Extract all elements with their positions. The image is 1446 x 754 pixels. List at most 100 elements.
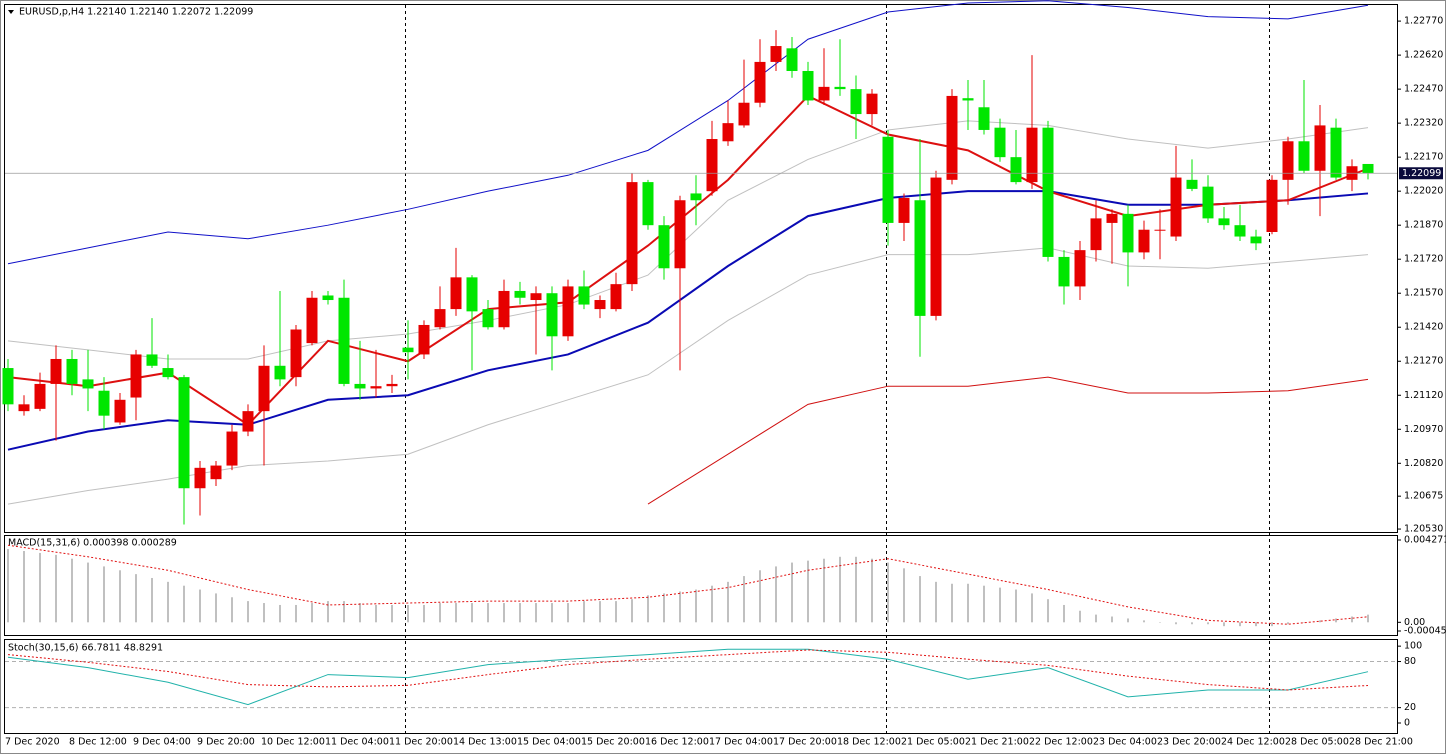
- macd-bar: [727, 581, 729, 623]
- candle-body: [306, 297, 318, 344]
- candle-body: [226, 431, 238, 466]
- macd-bar: [87, 562, 89, 623]
- y-tick-label: 1.21720: [1404, 254, 1443, 265]
- candle-body: [178, 377, 190, 489]
- x-tick-label: 15 Dec 20:00: [581, 737, 645, 748]
- indicator-line: [7, 649, 1369, 691]
- candle-body: [210, 465, 222, 480]
- macd-bar: [23, 551, 25, 623]
- candle-body: [2, 368, 14, 405]
- x-tick-label: 11 Dec 04:00: [325, 737, 389, 748]
- macd-bar: [439, 603, 441, 623]
- candle-body: [562, 286, 574, 337]
- candle-body: [338, 297, 350, 384]
- candle-body: [706, 139, 718, 192]
- candle-body: [34, 383, 46, 409]
- candle-body: [1010, 157, 1022, 183]
- candle-body: [1218, 218, 1230, 226]
- macd-bar: [1047, 599, 1049, 623]
- candle-body: [450, 277, 462, 310]
- macd-bar: [1319, 620, 1321, 623]
- candle-body: [1074, 250, 1086, 287]
- macd-bar: [1063, 604, 1065, 623]
- candle-body: [1090, 218, 1102, 251]
- macd-bar: [375, 604, 377, 623]
- candle-body: [882, 136, 894, 223]
- macd-bar: [279, 604, 281, 623]
- y-tick-label: 100: [1404, 641, 1422, 652]
- macd-bar: [311, 603, 313, 623]
- x-tick-label: 14 Dec 13:00: [453, 737, 517, 748]
- indicator-line: [7, 648, 1369, 706]
- candle-body: [1106, 213, 1118, 223]
- macd-bar: [551, 603, 553, 623]
- candle-body: [1234, 225, 1246, 237]
- current-price-label: 1.22099: [1402, 168, 1441, 179]
- candle-body: [146, 354, 158, 366]
- macd-bar: [711, 585, 713, 623]
- candle-body: [386, 383, 398, 387]
- candle-body: [114, 399, 126, 423]
- candle-body: [1314, 125, 1326, 171]
- candle-body: [1170, 177, 1182, 237]
- candle-body: [162, 368, 174, 378]
- y-tick-label: 0: [1404, 718, 1410, 729]
- candle-body: [1186, 179, 1198, 189]
- candle-body: [770, 46, 782, 62]
- macd-bar: [471, 603, 473, 623]
- candle-body: [962, 98, 974, 101]
- macd-bar: [1335, 618, 1337, 623]
- candle-body: [658, 225, 670, 269]
- candle-body: [1042, 127, 1054, 257]
- x-tick-label: 10 Dec 12:00: [261, 737, 325, 748]
- candle-body: [322, 295, 334, 301]
- macd-bar: [487, 603, 489, 623]
- macd-bar: [663, 593, 665, 623]
- candle-body: [530, 293, 542, 301]
- candle-body: [1330, 127, 1342, 178]
- macd-bar: [1095, 614, 1097, 623]
- macd-bar: [823, 558, 825, 623]
- menu-arrow[interactable]: [8, 10, 14, 14]
- candle-body: [1250, 236, 1262, 244]
- y-tick-label: 0.00: [1404, 617, 1425, 628]
- macd-bar: [1287, 622, 1289, 625]
- x-tick-label: 17 Dec 04:00: [709, 737, 773, 748]
- macd-bar: [1015, 589, 1017, 623]
- macd-bar: [1351, 616, 1353, 623]
- indicator-line: [7, 247, 1369, 505]
- candle-body: [242, 411, 254, 432]
- macd-bar: [199, 589, 201, 623]
- macd-bar: [71, 558, 73, 623]
- y-tick-label: 1.22020: [1404, 186, 1443, 197]
- candle-body: [834, 86, 846, 90]
- current-price-box: [1399, 167, 1443, 180]
- candle-body: [866, 93, 878, 115]
- macd-bar: [1143, 620, 1145, 623]
- macd-bar: [1207, 622, 1209, 625]
- macd-bar: [1159, 622, 1161, 623]
- macd-bar: [39, 552, 41, 623]
- y-tick-label: 1.22620: [1404, 50, 1443, 61]
- macd-bar: [503, 603, 505, 623]
- candle-body: [130, 354, 142, 398]
- x-tick-label: 9 Dec 20:00: [197, 737, 255, 748]
- macd-bar: [631, 599, 633, 623]
- candle-body: [690, 193, 702, 201]
- candle-body: [786, 48, 798, 71]
- macd-bar: [327, 601, 329, 623]
- stoch-panel: [4, 639, 1398, 734]
- candle-body: [18, 404, 30, 412]
- macd-bar: [263, 603, 265, 623]
- macd-bar: [903, 568, 905, 623]
- x-tick-label: 17 Dec 20:00: [773, 737, 837, 748]
- candle-body: [482, 309, 494, 328]
- macd-panel: [4, 535, 1398, 636]
- indicator-line: [7, 0, 1369, 265]
- candle-body: [930, 177, 942, 316]
- y-tick-label: 1.22320: [1404, 118, 1443, 129]
- chart-title: EURUSD,p,H4 1.22140 1.22140 1.22072 1.22…: [19, 7, 253, 18]
- period-separators: [405, 5, 1270, 733]
- candle-body: [82, 379, 94, 389]
